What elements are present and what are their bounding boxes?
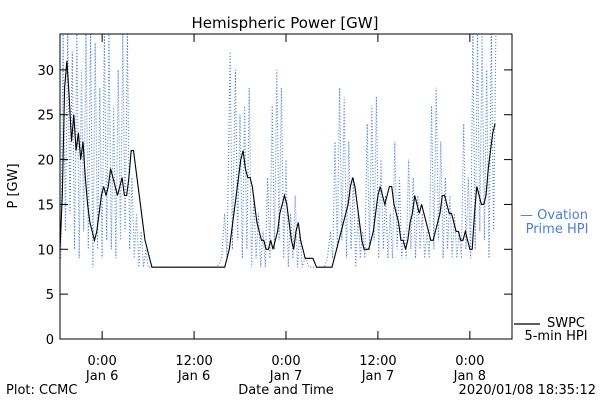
footer-plot-credit: Plot: CCMC (6, 383, 77, 398)
series-ovation-prime-line (60, 34, 497, 268)
y-axis: 0 5 10 15 20 25 30 (37, 64, 512, 348)
x-tick-label-date: Jan 8 (453, 369, 486, 384)
x-tick-label-time: 0:00 (455, 354, 484, 369)
y-tick-label: 10 (37, 243, 54, 258)
x-tick-label-date: Jan 7 (269, 369, 302, 384)
legend-ovation-label-2: Prime HPI (526, 222, 589, 237)
footer-timestamp: 2020/01/08 18:35:12 (459, 383, 596, 398)
legend-swpc-label: SWPC (547, 316, 585, 331)
x-tick-label-date: Jan 7 (361, 369, 394, 384)
y-tick-label: 25 (37, 109, 54, 124)
plot-area (60, 34, 497, 268)
y-tick-label: 15 (37, 198, 54, 213)
x-tick-label-time: 0:00 (271, 354, 300, 369)
x-tick-label-time: 12:00 (175, 354, 212, 369)
x-tick-label-date: Jan 6 (85, 369, 118, 384)
x-tick-label-date: Jan 6 (177, 369, 210, 384)
y-tick-label: 5 (46, 288, 54, 303)
legend-swpc-label-2: 5-min HPI (524, 329, 587, 344)
x-tick-label-time: 0:00 (88, 354, 117, 369)
chart-title: Hemispheric Power [GW] (192, 14, 379, 32)
y-tick-label: 20 (37, 154, 54, 169)
legend-ovation-label: — Ovation (520, 208, 588, 223)
y-tick-label: 0 (46, 333, 54, 348)
x-tick-label-time: 12:00 (359, 354, 396, 369)
x-axis-label: Date and Time (238, 383, 334, 398)
y-tick-label: 30 (37, 64, 54, 79)
y-axis-label: P [GW] (6, 163, 21, 208)
series-swpc-line (60, 60, 496, 268)
